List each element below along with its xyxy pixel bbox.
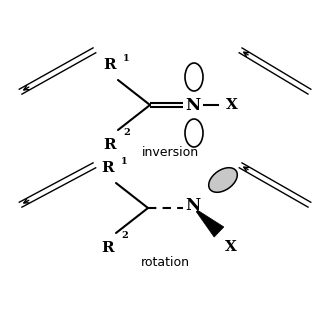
Text: 2: 2 [121, 231, 128, 240]
Text: N: N [185, 197, 201, 214]
Text: 1: 1 [121, 157, 128, 166]
Text: rotation: rotation [140, 255, 189, 268]
Ellipse shape [185, 63, 203, 91]
Text: R: R [101, 241, 114, 255]
Ellipse shape [185, 119, 203, 147]
Text: R: R [101, 161, 114, 175]
Text: inversion: inversion [141, 146, 199, 158]
Text: 2: 2 [123, 128, 130, 137]
Text: R: R [103, 138, 116, 152]
Polygon shape [196, 210, 224, 237]
Ellipse shape [209, 168, 237, 192]
Text: 1: 1 [123, 54, 130, 63]
Text: N: N [185, 97, 201, 114]
Text: X: X [226, 98, 238, 112]
Text: R: R [103, 58, 116, 72]
Text: X: X [225, 240, 237, 254]
